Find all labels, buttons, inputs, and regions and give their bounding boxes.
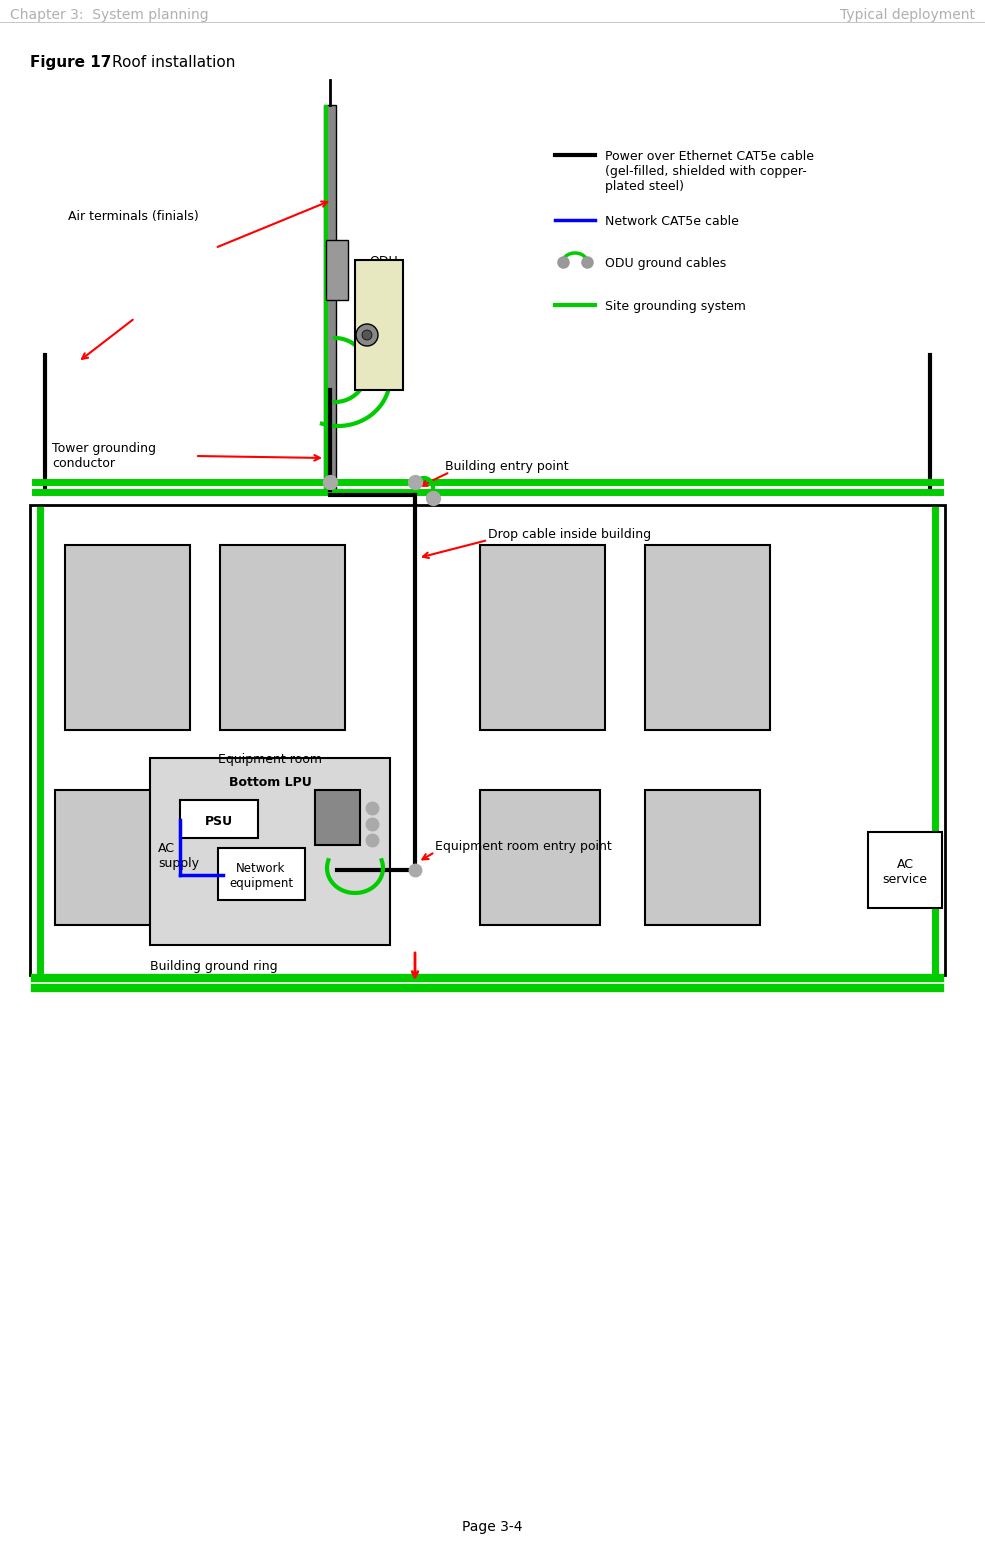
Text: Bottom LPU: Bottom LPU	[229, 776, 311, 788]
Bar	[645, 790, 760, 925]
Bar	[218, 847, 305, 900]
Text: PSU: PSU	[205, 815, 233, 827]
Text: Equipment room: Equipment room	[218, 753, 322, 767]
Text: Building entry point: Building entry point	[445, 460, 568, 473]
Bar	[65, 544, 190, 729]
Text: Air terminals (finials): Air terminals (finials)	[68, 210, 199, 222]
Bar	[324, 106, 336, 491]
Text: AC
service: AC service	[883, 858, 928, 886]
Text: Building ground ring: Building ground ring	[150, 959, 278, 973]
Text: Tower grounding
conductor: Tower grounding conductor	[52, 442, 156, 470]
Circle shape	[362, 330, 372, 341]
Text: ODU ground cables: ODU ground cables	[605, 257, 726, 271]
Text: Drop cable inside building: Drop cable inside building	[488, 529, 651, 541]
Text: Network
equipment: Network equipment	[229, 861, 294, 889]
Text: Typical deployment: Typical deployment	[840, 8, 975, 22]
Text: Power over Ethernet CAT5e cable
(gel-filled, shielded with copper-
plated steel): Power over Ethernet CAT5e cable (gel-fil…	[605, 149, 814, 193]
Bar	[220, 544, 345, 729]
Bar	[55, 790, 165, 925]
Bar	[30, 505, 945, 975]
Text: Figure 17: Figure 17	[30, 54, 111, 70]
Text: Chapter 3:  System planning: Chapter 3: System planning	[10, 8, 209, 22]
Text: Roof installation: Roof installation	[112, 54, 235, 70]
Bar	[645, 544, 770, 729]
Bar	[326, 239, 348, 300]
Bar	[480, 544, 605, 729]
Bar	[315, 790, 360, 844]
Bar	[324, 106, 328, 491]
Text: Network CAT5e cable: Network CAT5e cable	[605, 215, 739, 229]
Text: Equipment room entry point: Equipment room entry point	[435, 840, 612, 854]
Bar	[150, 757, 390, 945]
Text: ODU: ODU	[369, 255, 398, 267]
Bar	[355, 260, 403, 390]
Text: Site grounding system: Site grounding system	[605, 300, 746, 313]
Circle shape	[356, 323, 378, 347]
Text: AC
supply: AC supply	[158, 841, 199, 869]
Bar	[480, 790, 600, 925]
Text: Page 3-4: Page 3-4	[462, 1519, 522, 1533]
Bar	[868, 832, 942, 908]
Bar	[180, 799, 258, 838]
